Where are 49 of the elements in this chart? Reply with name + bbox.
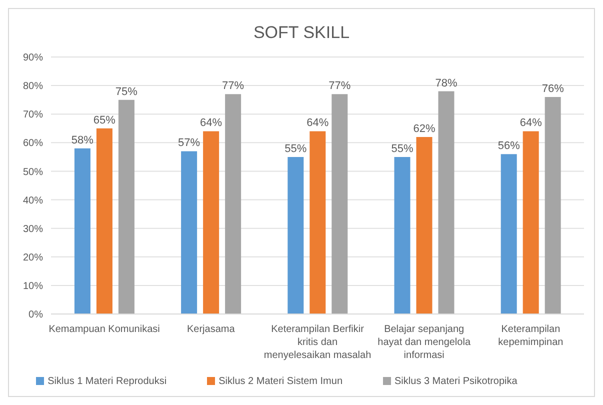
data-label: 76% (542, 82, 564, 95)
y-tick-label: 60% (22, 138, 44, 150)
bar (203, 131, 220, 314)
x-tick-label: Kerjasama (186, 324, 236, 335)
data-label: 77% (328, 80, 351, 92)
x-tick-label: Belajar sepanjang hayat dan mengelola informasi (378, 324, 471, 361)
y-tick-label: 0% (28, 310, 44, 321)
bar (225, 94, 242, 314)
y-tick-label: 50% (22, 166, 44, 178)
y-tick-label: 70% (22, 110, 44, 121)
data-label: 62% (413, 122, 436, 135)
data-label: 57% (178, 137, 200, 150)
y-tick-label: 40% (22, 195, 44, 206)
data-label: 58% (71, 134, 94, 146)
data-label: 55% (284, 142, 307, 155)
bar (74, 148, 90, 314)
y-tick-label: 80% (22, 81, 44, 92)
bar (500, 154, 517, 314)
y-tick-label: 20% (22, 252, 44, 264)
legend-label: Siklus 3 Materi Psikotropika (394, 376, 518, 387)
bar (394, 156, 410, 314)
bar (522, 131, 539, 314)
data-label: 64% (200, 117, 222, 130)
bar (416, 136, 432, 314)
x-tick-label: Keterampilan Berfikir kritis dan menyelesaikan masalah (264, 324, 372, 361)
bar (332, 94, 348, 314)
data-label: 55% (391, 142, 414, 155)
bar (310, 131, 326, 314)
bar (118, 100, 134, 314)
data-label: 56% (498, 140, 520, 152)
data-label: 64% (520, 117, 542, 130)
y-tick-label: 30% (22, 224, 44, 235)
legend-label: Siklus 1 Materi Reproduksi (48, 376, 167, 387)
data-label: 65% (93, 114, 116, 126)
bar (96, 128, 112, 314)
bar (544, 96, 561, 314)
y-tick-label: 90% (22, 52, 44, 64)
x-tick-label: Kemampuan Komunikasi (48, 324, 160, 335)
legend-label: Siklus 2 Materi Sistem Imun (218, 376, 343, 387)
data-label: 64% (306, 117, 329, 130)
data-label: 78% (435, 77, 458, 90)
x-tick-label: Keterampilan kepemimpinan (498, 324, 564, 348)
data-label: 77% (222, 80, 244, 92)
bar (181, 151, 198, 314)
bar (438, 91, 454, 314)
bar (288, 156, 304, 314)
y-tick-label: 10% (22, 280, 44, 292)
data-label: 75% (115, 86, 138, 98)
chart-title: SOFT SKILL (252, 22, 351, 44)
